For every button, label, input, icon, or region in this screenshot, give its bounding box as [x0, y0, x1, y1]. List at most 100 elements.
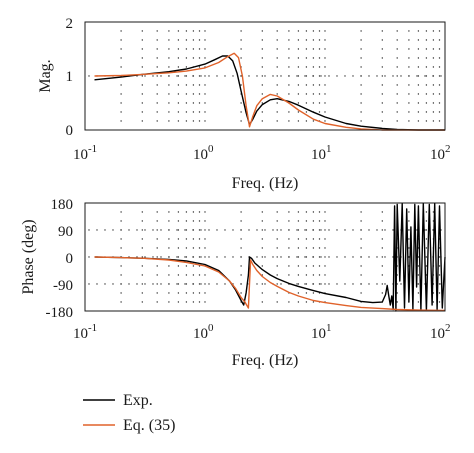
grid-dot	[328, 75, 330, 77]
grid-dot	[240, 75, 242, 77]
grid-dot	[120, 229, 122, 231]
grid-dot	[156, 265, 158, 267]
grid-dot	[438, 256, 441, 258]
grid-dot	[360, 84, 362, 86]
magnitude-x-tick-label: 102	[430, 143, 451, 163]
grid-dot	[232, 229, 234, 231]
grid-dot	[425, 247, 428, 249]
grid-dot	[432, 75, 434, 77]
grid-dot	[261, 301, 263, 303]
legend-label-eq35: Eq. (35)	[123, 417, 175, 434]
grid-dot	[318, 102, 321, 104]
grid-dot	[168, 220, 170, 222]
grid-dot	[381, 75, 383, 77]
grid-dot	[156, 238, 158, 240]
grid-dot	[192, 48, 195, 50]
grid-dot	[198, 256, 201, 258]
grid-dot	[288, 39, 290, 41]
grid-dot	[216, 229, 218, 231]
grid-dot	[381, 84, 383, 86]
grid-dot	[185, 301, 188, 303]
grid-dot	[136, 229, 138, 231]
grid-dot	[312, 238, 315, 240]
grid-dot	[240, 30, 242, 32]
grid-dot	[297, 211, 300, 213]
grid-dot	[168, 274, 170, 276]
grid-dot	[305, 229, 308, 231]
grid-dot	[128, 283, 130, 285]
grid-dot	[425, 265, 428, 267]
magnitude-y-tick-label: 2	[66, 16, 74, 32]
grid-dot	[312, 48, 315, 50]
grid-dot	[208, 256, 210, 258]
grid-dot	[417, 265, 420, 267]
grid-dot	[184, 229, 186, 231]
magnitude-grid	[88, 30, 442, 122]
grid-dot	[417, 102, 420, 104]
grid-dot	[425, 30, 428, 32]
grid-dot	[305, 39, 308, 41]
grid-dot	[408, 39, 410, 41]
grid-dot	[381, 93, 383, 95]
grid-dot	[360, 93, 362, 95]
grid-dot	[360, 292, 362, 294]
grid-dot	[438, 75, 441, 77]
grid-dot	[141, 39, 143, 41]
grid-dot	[168, 256, 170, 258]
grid-dot	[408, 238, 410, 240]
grid-dot	[156, 30, 158, 32]
grid-dot	[305, 220, 308, 222]
grid-dot	[276, 66, 278, 68]
grid-dot	[276, 30, 278, 32]
grid-dot	[156, 48, 158, 50]
grid-dot	[288, 84, 290, 86]
grid-dot	[198, 238, 201, 240]
grid-dot	[352, 256, 354, 258]
grid-dot	[381, 48, 383, 50]
grid-dot	[261, 75, 263, 77]
grid-dot	[425, 102, 428, 104]
grid-dot	[88, 283, 90, 285]
grid-dot	[185, 220, 188, 222]
grid-dot	[177, 256, 180, 258]
grid-dot	[297, 283, 300, 285]
grid-dot	[192, 120, 195, 122]
grid-dot	[304, 256, 306, 258]
grid-dot	[224, 75, 226, 77]
grid-dot	[192, 247, 195, 249]
grid-dot	[384, 283, 386, 285]
grid-dot	[318, 211, 321, 213]
grid-dot	[417, 256, 420, 258]
grid-dot	[288, 247, 290, 249]
grid-dot	[240, 238, 242, 240]
grid-dot	[425, 229, 428, 231]
grid-dot	[432, 57, 435, 59]
grid-dot	[425, 84, 428, 86]
grid-dot	[417, 111, 420, 113]
grid-dot	[416, 75, 418, 77]
grid-dot	[240, 111, 242, 113]
grid-dot	[438, 30, 441, 32]
grid-dot	[408, 220, 410, 222]
grid-dot	[261, 93, 263, 95]
grid-dot	[177, 265, 180, 267]
grid-dot	[261, 120, 263, 122]
grid-dot	[425, 93, 428, 95]
grid-dot	[276, 57, 278, 59]
grid-dot	[360, 211, 362, 213]
grid-dot	[432, 84, 435, 86]
grid-dot	[328, 256, 330, 258]
grid-dot	[276, 229, 278, 231]
grid-dot	[368, 256, 370, 258]
grid-dot	[185, 93, 188, 95]
grid-dot	[141, 75, 143, 77]
grid-dot	[192, 30, 195, 32]
grid-dot	[168, 120, 170, 122]
legend-label-exp: Exp.	[123, 392, 153, 409]
grid-dot	[417, 75, 420, 77]
grid-dot	[185, 292, 188, 294]
grid-dot	[432, 111, 435, 113]
grid-dot	[168, 75, 170, 77]
grid-dot	[168, 211, 170, 213]
grid-dot	[156, 111, 158, 113]
